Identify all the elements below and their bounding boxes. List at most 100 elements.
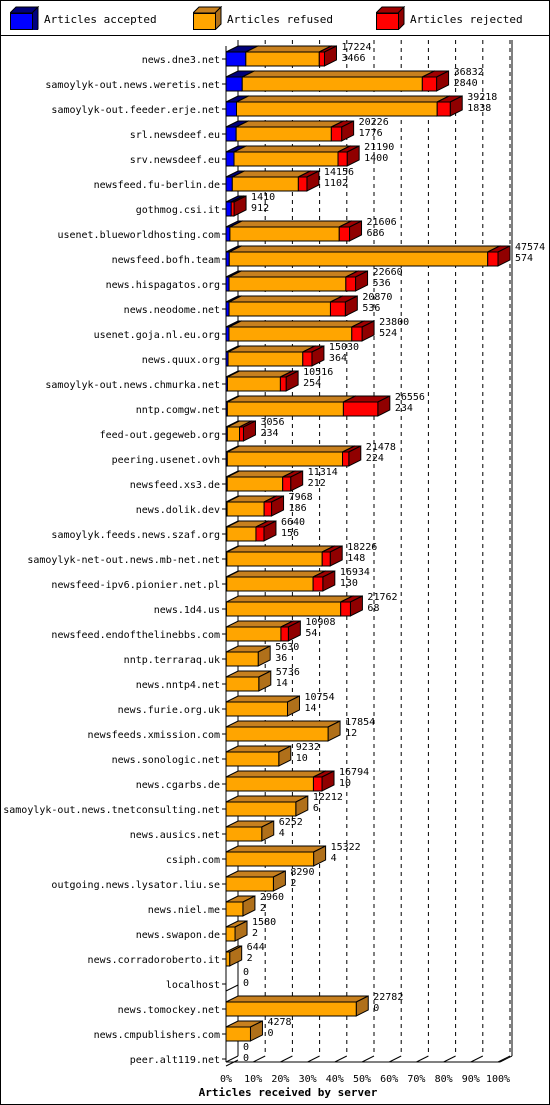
legend-swatch-rejected — [376, 6, 406, 30]
x-axis-corner — [499, 1055, 513, 1063]
legend-swatch-accepted — [10, 6, 40, 30]
bar-refused — [226, 551, 323, 567]
value-label-total: 4278 — [267, 1017, 291, 1028]
bar-refused — [228, 251, 489, 267]
value-label-total: 15030 — [329, 342, 359, 353]
x-tick-label: 20% — [271, 1074, 289, 1085]
bar-refused — [229, 226, 340, 242]
bar-rejected — [279, 376, 287, 392]
bar-rejected — [338, 226, 351, 242]
category-label: news.niel.me — [148, 905, 220, 916]
bar-rejected — [302, 351, 313, 367]
value-label-total: 18226 — [347, 542, 377, 553]
category-label: newsfeed-ipv6.pionier.net.pl — [51, 580, 220, 591]
bar-refused-top — [227, 395, 356, 403]
bar-refused — [226, 451, 344, 467]
bar-accepted — [225, 101, 238, 117]
bar-rejected — [329, 301, 346, 317]
bar-refused — [225, 876, 274, 892]
value-label-total: 36832 — [454, 67, 484, 78]
value-label-total: 10908 — [305, 617, 335, 628]
value-label-total: 20870 — [362, 292, 392, 303]
floor-tick — [334, 1055, 348, 1063]
bar-refused — [245, 51, 320, 67]
value-label-accepted: 536 — [362, 303, 380, 314]
value-label-total: 8290 — [290, 867, 314, 878]
bar-accepted — [225, 51, 247, 67]
value-label-accepted: 0 — [243, 978, 249, 989]
bar-refused — [228, 276, 347, 292]
bar-refused — [227, 351, 304, 367]
category-label: news.cmpublishers.com — [94, 1030, 220, 1041]
category-label: news.dne3.net — [142, 55, 220, 66]
value-label-accepted: 224 — [366, 453, 384, 464]
value-label-accepted: 234 — [395, 403, 413, 414]
value-label-total: 21190 — [364, 142, 394, 153]
value-label-total: 47574 — [515, 242, 545, 253]
legend-label-rejected: Articles rejected — [410, 13, 523, 26]
value-label-total: 17854 — [345, 717, 375, 728]
bar-refused — [225, 751, 280, 767]
category-label: news.tomockey.net — [118, 1005, 220, 1016]
bar-rejected — [351, 326, 363, 342]
bar-refused — [225, 926, 236, 942]
bar-rejected — [255, 526, 265, 542]
bar-refused — [225, 1026, 251, 1042]
value-label-accepted: 1400 — [364, 153, 388, 164]
category-label: feed-out.gegeweb.org — [100, 430, 220, 441]
value-label-total: 1580 — [252, 917, 276, 928]
bar-refused — [225, 601, 342, 617]
bar-rejected — [230, 201, 235, 217]
x-tick-label: 70% — [407, 1074, 425, 1085]
bar-accepted — [225, 201, 232, 217]
floor-tick — [443, 1055, 456, 1063]
bar-refused — [225, 626, 282, 642]
category-label: srv.newsdeef.eu — [130, 155, 220, 166]
bar-rejected — [345, 276, 357, 292]
value-label-accepted: 36 — [275, 653, 287, 664]
bar-accepted — [225, 176, 233, 192]
category-label: usenet.blueworldhosting.com — [57, 230, 220, 241]
bar-refused-top — [225, 795, 309, 803]
value-label-accepted: 254 — [303, 378, 321, 389]
bar-refused — [225, 851, 315, 867]
bar-refused — [241, 76, 423, 92]
bar-refused — [226, 476, 284, 492]
bar-rejected — [239, 426, 244, 442]
category-label: csiph.com — [166, 855, 220, 866]
value-label-accepted: 4 — [279, 828, 285, 839]
value-label-total: 1410 — [251, 192, 275, 203]
bar-refused-top — [225, 845, 326, 853]
bar-accepted — [225, 126, 237, 142]
value-label-accepted: 0 — [243, 1053, 249, 1064]
bar-rejected — [436, 101, 451, 117]
value-label-total: 9232 — [296, 742, 320, 753]
bar-refused — [225, 951, 231, 967]
bar-rejected — [282, 476, 292, 492]
category-label: news.nntp4.net — [136, 680, 220, 691]
value-label-accepted: 1102 — [324, 178, 348, 189]
bar-refused — [233, 151, 339, 167]
x-tick-label: 90% — [462, 1074, 480, 1085]
bar-refused — [225, 676, 260, 692]
value-label-accepted: 574 — [515, 253, 533, 264]
legend-label-accepted: Articles accepted — [44, 13, 157, 26]
value-label-accepted: 130 — [340, 578, 358, 589]
bar-refused — [231, 176, 299, 192]
category-label: newsfeed.endofthelinebbs.com — [51, 630, 220, 641]
value-label-total: 23800 — [379, 317, 409, 328]
bar-refused — [225, 651, 259, 667]
bar-refused-top — [233, 145, 351, 153]
bar-refused-top — [242, 70, 435, 78]
value-label-total: 5630 — [275, 642, 299, 653]
bar-rejected — [330, 126, 343, 142]
category-label: samoylyk-out.feeder.erje.net — [51, 105, 220, 116]
value-label-accepted: 4 — [331, 853, 337, 864]
bar-rejected — [280, 626, 289, 642]
bar-refused — [225, 1001, 357, 1017]
category-label: srl.newsdeef.eu — [130, 130, 220, 141]
bar-refused-top — [228, 295, 343, 303]
value-label-total: 0 — [243, 1042, 249, 1053]
value-label-total: 14156 — [324, 167, 354, 178]
bar-refused — [226, 576, 314, 592]
